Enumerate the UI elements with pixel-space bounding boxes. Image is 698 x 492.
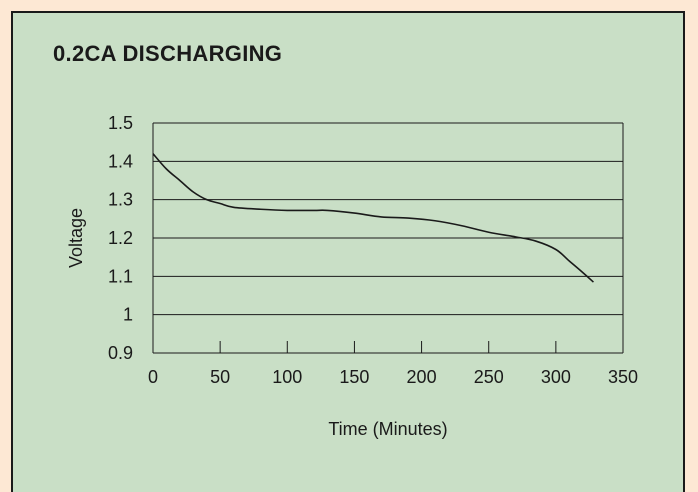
y-tick-label: 0.9 (108, 343, 133, 363)
x-tick-label: 150 (339, 367, 369, 387)
x-tick-label: 350 (608, 367, 638, 387)
y-tick-label: 1.4 (108, 151, 133, 171)
x-axis-label: Time (Minutes) (328, 419, 447, 439)
x-tick-label: 250 (474, 367, 504, 387)
y-tick-label: 1.5 (108, 113, 133, 133)
series-line-voltage (152, 153, 594, 283)
y-axis-label: Voltage (66, 208, 86, 268)
y-tick-label: 1.2 (108, 228, 133, 248)
y-tick-label: 1.1 (108, 266, 133, 286)
chart-card: 0.2CA DISCHARGING (11, 11, 685, 492)
y-tick-label: 1 (123, 305, 133, 325)
y-tick-label: 1.3 (108, 190, 133, 210)
x-tick-label: 300 (541, 367, 571, 387)
x-tick-label: 100 (272, 367, 302, 387)
x-tick-label: 50 (210, 367, 230, 387)
x-tick-label: 0 (148, 367, 158, 387)
chart-title: 0.2CA DISCHARGING (53, 41, 283, 66)
x-tick-label: 200 (407, 367, 437, 387)
